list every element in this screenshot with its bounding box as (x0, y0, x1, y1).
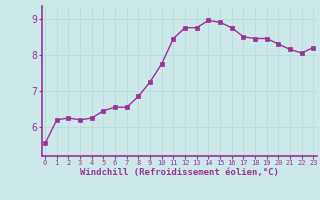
X-axis label: Windchill (Refroidissement éolien,°C): Windchill (Refroidissement éolien,°C) (80, 168, 279, 177)
